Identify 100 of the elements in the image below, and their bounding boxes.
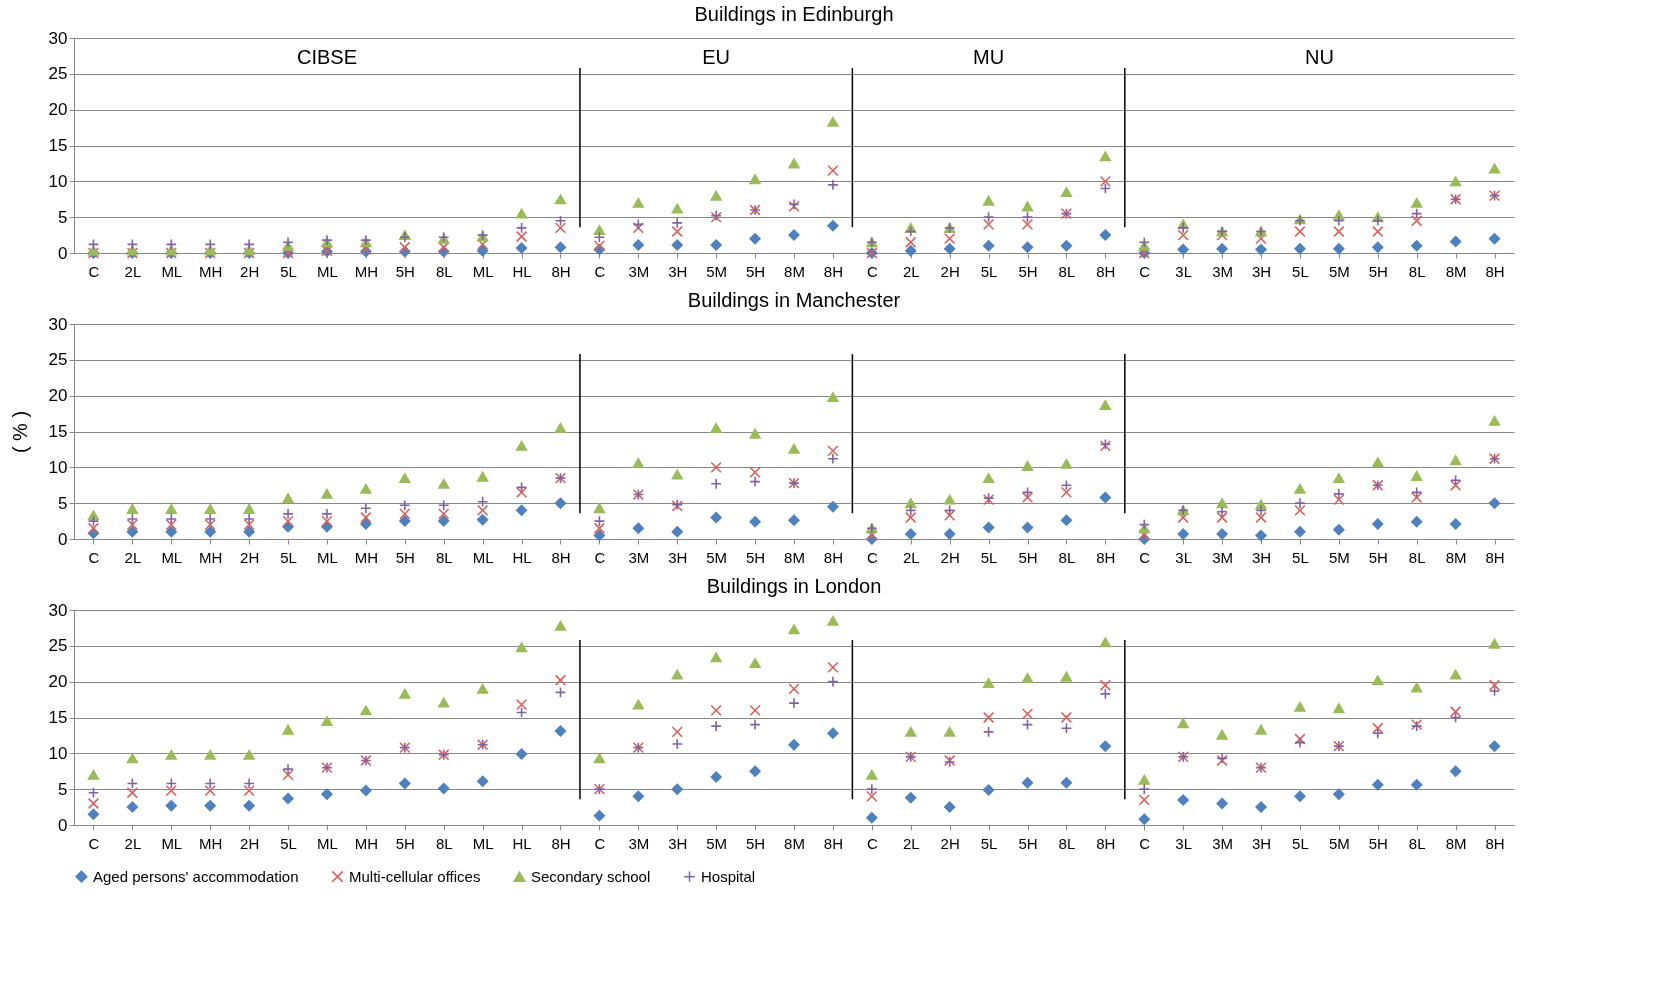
- chart-title: Buildings in Edinburgh: [694, 3, 894, 25]
- x-tick-label: 5M: [706, 548, 728, 566]
- y-tick-label: 30: [48, 314, 68, 334]
- y-tick-label: 0: [58, 815, 68, 835]
- x-tick-label: 5M: [1328, 548, 1350, 566]
- x-tick-label: 5H: [395, 834, 415, 852]
- x-tick-label: 2L: [124, 262, 142, 280]
- x-tick-label: 2H: [240, 548, 260, 566]
- x-tick-label: MH: [199, 834, 223, 852]
- legend-label: Secondary school: [531, 867, 651, 885]
- x-tick-label: 5H: [745, 548, 766, 566]
- x-tick-label: 5M: [706, 834, 728, 852]
- y-tick-label: 25: [48, 636, 68, 656]
- x-tick-label: ML: [472, 262, 494, 280]
- x-tick-label: 3L: [1175, 262, 1193, 280]
- annotation: EU: [702, 46, 731, 68]
- x-tick-label: 8L: [1058, 834, 1076, 852]
- chart-title: Buildings in London: [706, 575, 882, 597]
- y-tick-label: 25: [48, 350, 68, 370]
- y-tick-label: 10: [48, 171, 68, 191]
- x-tick-label: 2H: [940, 548, 960, 566]
- x-tick-label: 3M: [1212, 262, 1234, 280]
- x-tick-label: 5M: [1328, 262, 1350, 280]
- y-axis-title: ( % ): [8, 410, 31, 454]
- x-tick-label: 3L: [1175, 548, 1193, 566]
- x-tick-label: 8H: [1485, 834, 1505, 852]
- x-tick-label: 5H: [395, 262, 415, 280]
- x-tick-label: C: [594, 262, 606, 280]
- x-tick-label: C: [866, 262, 878, 280]
- legend-label: Hospital: [701, 867, 756, 885]
- x-tick-label: HL: [512, 262, 532, 280]
- x-tick-label: 5L: [980, 548, 998, 566]
- annotation: NU: [1304, 46, 1334, 68]
- x-tick-label: 3M: [1212, 834, 1234, 852]
- x-tick-label: 3H: [668, 834, 688, 852]
- x-tick-label: 8L: [1408, 262, 1426, 280]
- x-tick-label: 8L: [1058, 262, 1076, 280]
- x-tick-label: 8H: [823, 548, 844, 566]
- x-tick-label: ML: [317, 834, 338, 852]
- x-tick-label: 2L: [124, 548, 142, 566]
- x-tick-label: 5H: [395, 548, 415, 566]
- x-tick-label: MH: [354, 262, 379, 280]
- x-tick-label: 8M: [1445, 548, 1467, 566]
- x-tick-label: ML: [472, 834, 494, 852]
- x-tick-label: 8H: [1096, 548, 1116, 566]
- x-tick-label: HL: [512, 834, 532, 852]
- x-tick-label: ML: [161, 834, 183, 852]
- chart-title: Buildings in Manchester: [687, 289, 901, 311]
- x-tick-label: 8H: [1485, 548, 1505, 566]
- x-tick-label: MH: [199, 548, 223, 566]
- x-tick-label: 5M: [1328, 834, 1350, 852]
- x-tick-label: 5H: [1018, 548, 1038, 566]
- x-tick-label: 2L: [124, 834, 142, 852]
- x-tick-label: 8H: [551, 262, 571, 280]
- y-tick-label: 15: [48, 136, 68, 155]
- x-tick-label: C: [1139, 262, 1151, 280]
- x-tick-label: 3L: [1175, 834, 1193, 852]
- x-tick-label: 8H: [1096, 262, 1116, 280]
- x-tick-label: C: [88, 834, 100, 852]
- x-tick-label: 8L: [435, 262, 453, 280]
- y-tick-label: 0: [58, 529, 68, 549]
- x-tick-label: 5H: [1368, 834, 1388, 852]
- x-tick-label: 8H: [823, 262, 844, 280]
- x-tick-label: 5H: [1368, 548, 1388, 566]
- x-tick-label: 8H: [551, 548, 571, 566]
- x-tick-label: 3M: [628, 834, 650, 852]
- x-tick-label: C: [866, 834, 878, 852]
- x-tick-label: 2H: [240, 834, 260, 852]
- x-tick-label: 8M: [784, 262, 805, 280]
- x-tick-label: 8H: [1096, 834, 1116, 852]
- x-tick-label: ML: [317, 548, 338, 566]
- y-tick-label: 10: [48, 743, 68, 763]
- x-tick-label: 8M: [1445, 834, 1467, 852]
- x-tick-label: 2L: [902, 834, 920, 852]
- x-tick-label: MH: [354, 548, 379, 566]
- x-tick-label: 3M: [628, 262, 650, 280]
- y-tick-label: 5: [58, 207, 68, 227]
- x-tick-label: 8H: [823, 834, 844, 852]
- x-tick-label: 2H: [940, 262, 960, 280]
- x-tick-label: MH: [199, 262, 223, 280]
- x-tick-label: 5H: [745, 834, 766, 852]
- x-tick-label: HL: [512, 548, 532, 566]
- y-tick-label: 15: [48, 422, 68, 441]
- x-tick-label: ML: [317, 262, 338, 280]
- x-tick-label: MH: [354, 834, 379, 852]
- y-tick-label: 10: [48, 457, 68, 477]
- x-tick-label: 5H: [745, 262, 766, 280]
- x-tick-label: C: [1139, 834, 1151, 852]
- x-tick-label: 5H: [1018, 262, 1038, 280]
- x-tick-label: 3H: [1251, 548, 1272, 566]
- x-tick-label: 8L: [435, 834, 453, 852]
- x-tick-label: 5L: [280, 548, 297, 566]
- x-tick-label: 2L: [902, 548, 920, 566]
- x-tick-label: 5L: [280, 834, 297, 852]
- annotation: MU: [973, 46, 1005, 68]
- x-tick-label: 2H: [240, 262, 260, 280]
- legend-label: Aged persons' accommodation: [93, 867, 299, 885]
- x-tick-label: C: [594, 548, 606, 566]
- x-tick-label: C: [88, 548, 100, 566]
- y-tick-label: 30: [48, 28, 68, 48]
